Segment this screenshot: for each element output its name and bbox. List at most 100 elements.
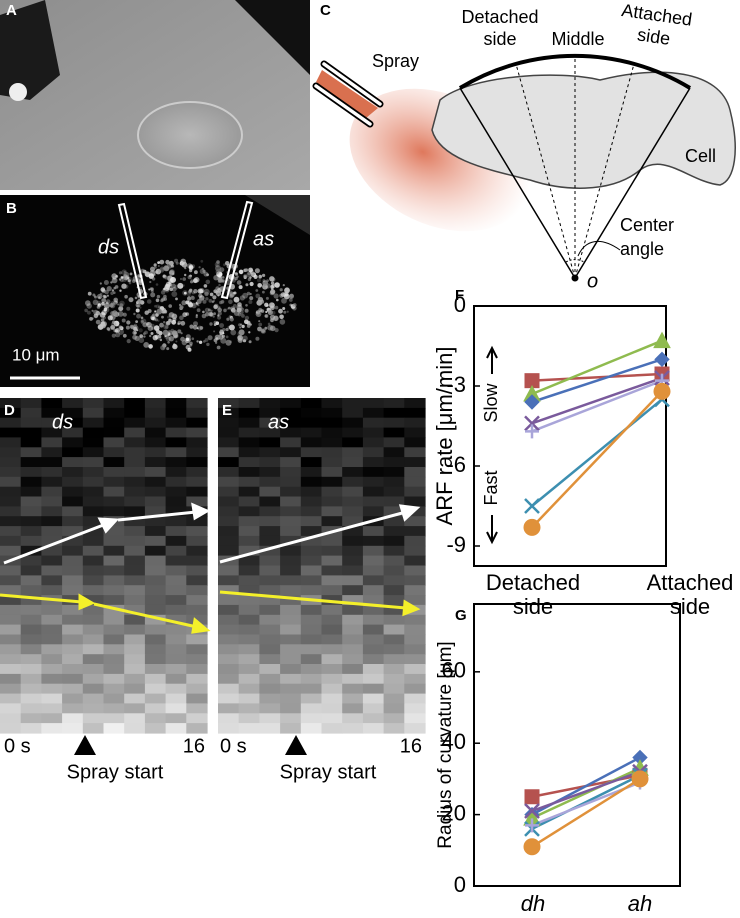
speckle	[278, 308, 283, 314]
speckle	[95, 319, 101, 325]
speckle	[233, 291, 237, 295]
speckle	[115, 332, 121, 338]
kymograph-pixel	[41, 614, 63, 626]
speckle	[195, 315, 198, 319]
kymograph-pixel	[165, 565, 187, 576]
speckle	[206, 273, 210, 277]
speckle	[217, 315, 222, 320]
speckle	[211, 300, 214, 304]
speckle	[181, 300, 187, 306]
kymograph-pixel	[186, 723, 208, 734]
kymograph-pixel	[144, 723, 167, 734]
speckle	[100, 323, 107, 329]
speckle	[84, 308, 88, 313]
speckle	[279, 288, 283, 292]
y-tick-label: -3	[446, 372, 466, 397]
kymograph-pixel	[404, 565, 426, 576]
kymograph-pixel	[362, 476, 385, 488]
nozzle-inner	[314, 62, 382, 126]
speckle	[242, 335, 248, 341]
kymograph-pixel	[144, 447, 167, 458]
kymograph-pixel	[238, 614, 260, 626]
kymograph-pixel	[383, 407, 405, 419]
kymograph-pixel	[62, 644, 84, 655]
speckle	[85, 300, 91, 306]
speckle	[195, 314, 198, 317]
speckle	[128, 281, 132, 285]
kymograph-pixel	[321, 407, 343, 419]
kymograph-pixel	[342, 526, 364, 537]
kymograph-pixel	[20, 595, 42, 606]
speckle	[237, 331, 243, 337]
panel-b-overlay: B ds as 10 μm	[6, 200, 274, 380]
kymograph-pixel	[238, 713, 260, 724]
kymograph-pixel	[280, 398, 302, 409]
line-label: as	[268, 411, 289, 433]
speckle	[218, 278, 223, 283]
kymograph-pixel	[259, 585, 281, 596]
speckle	[188, 302, 194, 308]
speckle	[100, 287, 106, 292]
kymograph-pixel	[362, 467, 385, 478]
speckle	[270, 281, 275, 285]
speckle	[113, 276, 116, 279]
kymograph-pixel	[41, 467, 63, 478]
speckle	[223, 263, 226, 267]
speckle	[107, 315, 113, 321]
speckle	[136, 304, 140, 308]
kymograph-pixel	[362, 723, 385, 734]
speckle	[232, 304, 237, 308]
kymograph-pixel	[218, 693, 240, 705]
kymograph-pixel	[342, 467, 364, 478]
speckle	[191, 337, 195, 341]
kymograph-pixel	[82, 516, 105, 527]
kymograph-pixel	[321, 673, 343, 685]
kymograph-pixel	[144, 634, 167, 645]
speckle	[87, 310, 91, 315]
spray-marker	[285, 735, 307, 755]
kymograph-pixel	[342, 693, 364, 705]
kymograph-pixel	[300, 486, 323, 498]
kymograph-pixel	[280, 683, 302, 695]
speckle	[213, 304, 218, 310]
kymograph-pixel	[238, 398, 260, 409]
speckle	[180, 320, 186, 326]
kymograph-pixel	[218, 457, 240, 468]
kymograph-pixel	[321, 624, 343, 636]
kymograph-pixel	[362, 683, 385, 695]
speckle	[139, 306, 142, 309]
kymograph-pixel	[165, 723, 187, 734]
speckle	[126, 339, 131, 344]
kymograph-pixel	[62, 516, 84, 527]
marker	[524, 394, 540, 410]
spray-marker	[74, 735, 96, 755]
kymograph-pixel	[0, 634, 22, 645]
kymograph-pixel	[62, 555, 84, 567]
kymograph-pixel	[280, 555, 302, 567]
kymograph-pixel	[124, 407, 146, 419]
kymograph-pixel	[300, 417, 323, 429]
kymograph-pixel	[62, 535, 84, 547]
kymograph-pixel	[62, 673, 84, 685]
kymograph-pixel	[321, 427, 343, 439]
kymograph-pixel	[124, 634, 146, 645]
kymograph-pixel	[62, 437, 84, 448]
kymograph-pixel	[20, 575, 42, 586]
speckle	[163, 287, 166, 291]
speckle	[249, 296, 254, 301]
kymograph-pixel	[165, 467, 187, 478]
kymograph-pixel	[82, 506, 105, 517]
kymograph-pixel	[362, 496, 385, 507]
marker	[525, 424, 539, 439]
speckle	[153, 263, 157, 267]
kymograph-overlays: D ds E as 0 s 16 Spray start 0 s 16 Spra…	[0, 402, 422, 783]
speckle	[140, 318, 147, 325]
speckle	[111, 333, 116, 338]
speckle	[235, 272, 238, 275]
kymograph-pixel	[124, 575, 146, 586]
speckle	[199, 289, 204, 294]
kymograph-pixel	[165, 476, 187, 488]
kymograph-pixel	[280, 673, 302, 685]
speckle	[246, 272, 252, 278]
